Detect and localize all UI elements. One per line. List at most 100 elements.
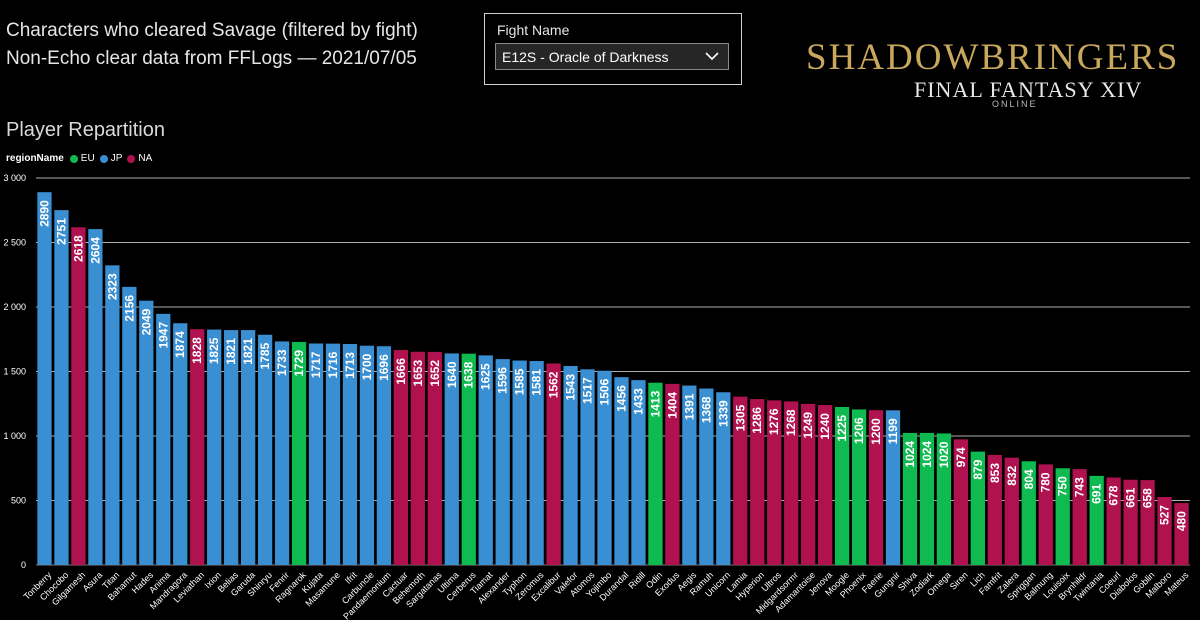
data-label: 1391 — [682, 393, 696, 420]
bar — [88, 229, 103, 566]
data-label: 1652 — [428, 360, 442, 387]
logo-sub-text: FINAL FANTASY XIV — [914, 77, 1143, 102]
bar — [801, 403, 816, 565]
bar — [851, 409, 867, 565]
bar — [784, 401, 799, 565]
legend-label-jp: JP — [110, 153, 123, 164]
data-label: 1368 — [699, 396, 713, 423]
bar — [919, 432, 935, 565]
data-label: 1199 — [886, 418, 900, 444]
bar-group: 1433 Ridill — [627, 380, 647, 591]
data-label: 1562 — [547, 371, 561, 398]
bar — [308, 343, 324, 565]
bar — [1174, 503, 1189, 565]
fight-name-slicer: Fight Name E12S - Oracle of Darkness — [484, 13, 742, 85]
data-label: 1200 — [869, 418, 883, 445]
bar — [257, 334, 273, 565]
bar — [733, 396, 748, 565]
data-label: 678 — [1107, 485, 1121, 505]
legend-item-eu[interactable]: EU — [69, 153, 95, 164]
data-label: 1733 — [275, 349, 289, 376]
data-label: 691 — [1090, 484, 1104, 504]
bar — [190, 329, 205, 565]
bar — [1021, 461, 1036, 565]
bar — [376, 346, 392, 565]
bar — [461, 353, 476, 565]
data-label: 1638 — [462, 361, 476, 388]
bar — [529, 361, 544, 565]
bar — [597, 370, 612, 565]
data-label: 1268 — [784, 409, 798, 436]
bar-group: 974 Siren — [948, 439, 970, 592]
data-label: 480 — [1175, 511, 1189, 531]
data-label: 1700 — [360, 353, 374, 380]
data-label: 2156 — [122, 295, 136, 322]
data-label: 1456 — [614, 385, 628, 412]
bar — [682, 385, 697, 565]
x-tick-label: Siren — [948, 570, 970, 592]
data-label: 1874 — [173, 331, 187, 358]
legend-dot-jp — [99, 154, 108, 163]
legend-item-na[interactable]: NA — [127, 153, 152, 164]
logo-online-text: ONLINE — [992, 99, 1038, 109]
bar — [512, 360, 527, 565]
data-label: 1713 — [343, 352, 357, 379]
legend-label-na: NA — [138, 153, 153, 164]
data-label: 1947 — [156, 322, 170, 349]
data-label: 1024 — [903, 441, 917, 468]
data-label: 1717 — [309, 351, 323, 378]
data-label: 1225 — [835, 415, 849, 442]
data-label: 2890 — [37, 200, 51, 227]
legend-label-eu: EU — [80, 153, 95, 164]
data-label: 2751 — [54, 218, 68, 245]
y-tick-label: 3 000 — [3, 173, 26, 183]
bar — [291, 341, 307, 565]
bar — [274, 341, 290, 565]
data-label: 2618 — [71, 235, 85, 262]
bar — [54, 210, 69, 565]
bar — [750, 399, 765, 565]
bar — [241, 330, 256, 565]
data-label: 1404 — [665, 392, 679, 419]
bar — [970, 451, 985, 565]
data-label: 879 — [971, 459, 985, 479]
data-label: 2604 — [88, 237, 102, 264]
bar — [71, 227, 86, 565]
data-label: 658 — [1141, 488, 1155, 508]
bar — [1055, 468, 1070, 565]
bar — [1140, 480, 1155, 565]
data-label: 1785 — [258, 342, 272, 369]
bar — [614, 377, 629, 565]
bar — [1106, 477, 1121, 565]
data-label: 1828 — [190, 337, 204, 364]
data-label: 1821 — [241, 338, 255, 365]
fight-name-dropdown[interactable]: E12S - Oracle of Darkness — [495, 43, 729, 70]
bar — [495, 359, 510, 565]
chart-title: Player Repartition — [6, 119, 165, 141]
slicer-label: Fight Name — [497, 22, 570, 38]
bar — [716, 392, 731, 565]
bar — [1072, 469, 1087, 565]
bar — [224, 330, 239, 565]
chevron-down-icon — [705, 52, 719, 61]
data-label: 1596 — [496, 367, 510, 394]
bar — [410, 351, 425, 565]
legend-item-jp[interactable]: JP — [99, 153, 123, 164]
bar — [359, 345, 375, 565]
bar — [1004, 457, 1019, 565]
bar — [546, 363, 561, 565]
data-label: 1729 — [292, 350, 306, 377]
data-label: 1825 — [207, 337, 221, 364]
bar — [139, 300, 154, 565]
data-label: 1625 — [479, 363, 493, 390]
data-label: 1024 — [920, 441, 934, 468]
data-label: 1696 — [377, 354, 391, 381]
data-label: 1506 — [598, 378, 612, 405]
